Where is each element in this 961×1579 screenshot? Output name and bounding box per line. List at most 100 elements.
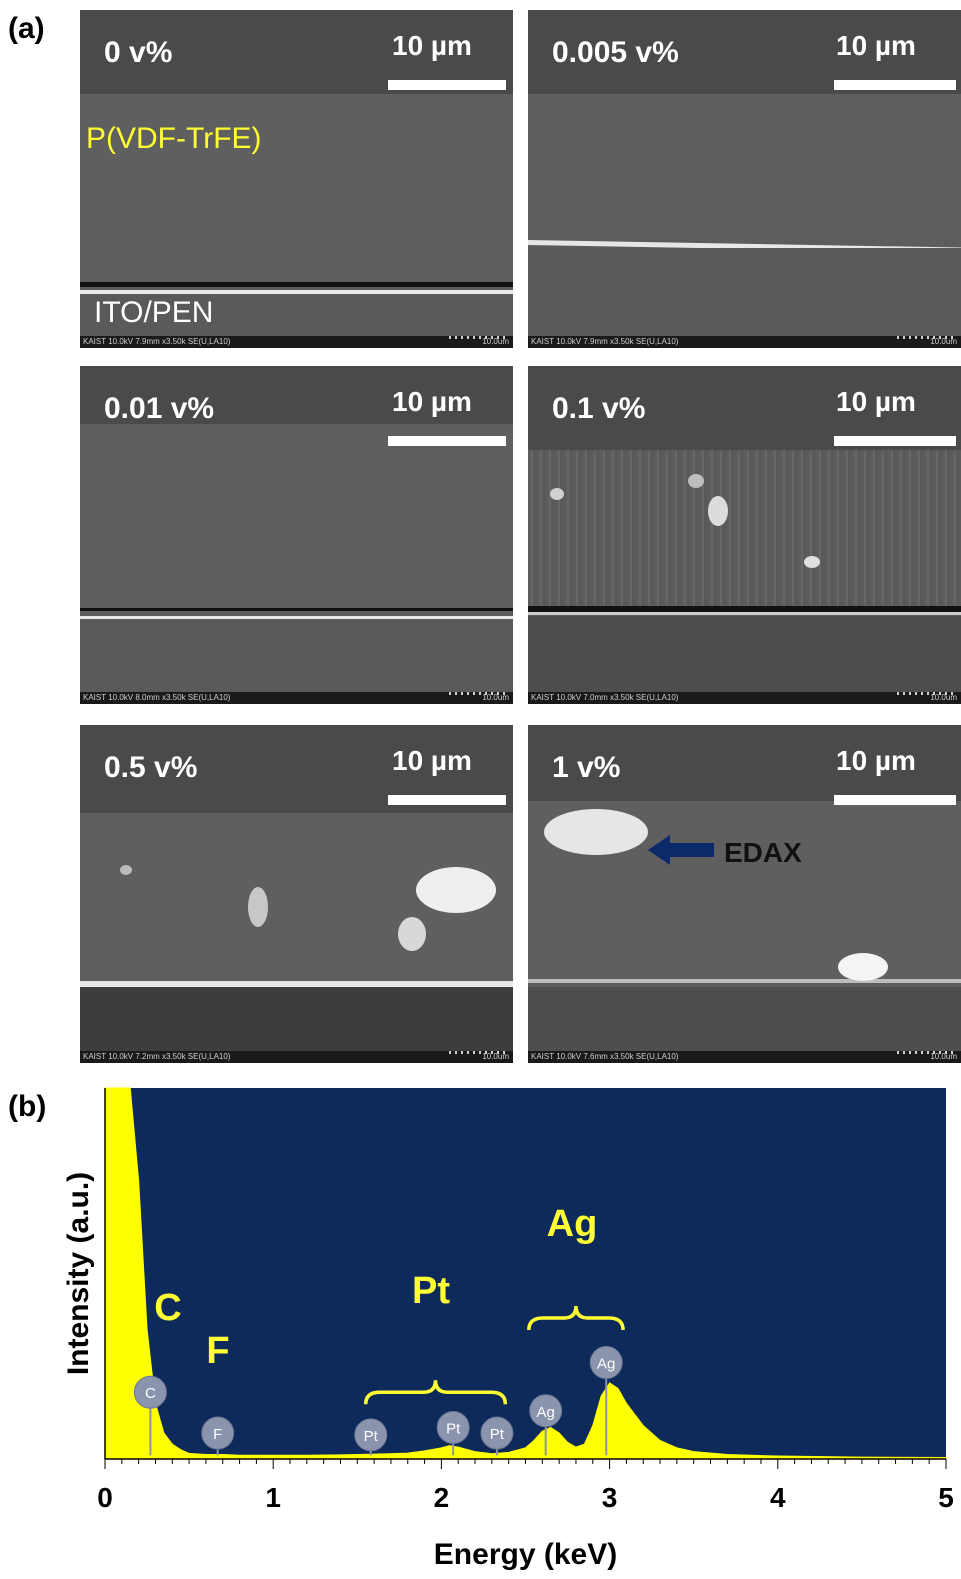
sem-image-01-vpercent: 0.1 v% 10 µm KAIST 10.0kV 7.0mm x3.50k S… xyxy=(528,366,961,704)
sem-footer-scale: 10.0um xyxy=(930,693,957,702)
scale-bar xyxy=(388,436,506,446)
x-tick-label: 4 xyxy=(770,1482,786,1513)
peak-marker xyxy=(436,1410,470,1444)
concentration-label: 0.005 v% xyxy=(552,36,679,69)
peak-marker xyxy=(480,1416,514,1450)
footer-scale-dots xyxy=(449,1051,509,1054)
y-axis-title: Intensity (a.u.) xyxy=(62,1172,95,1375)
scale-bar-label: 10 µm xyxy=(836,386,916,417)
particle xyxy=(688,474,704,488)
peak-marker xyxy=(589,1346,623,1380)
background-region xyxy=(528,725,961,801)
x-tick-label: 3 xyxy=(602,1482,618,1513)
sem-footer: KAIST 10.0kV 7.9mm x3.50k SE(U,LA10) 10.… xyxy=(528,336,961,348)
sem-image-0005-vpercent: 0.005 v% 10 µm KAIST 10.0kV 7.9mm x3.50k… xyxy=(528,10,961,348)
substrate-layer xyxy=(528,248,961,336)
peak-marker xyxy=(354,1418,388,1452)
concentration-label: 1 v% xyxy=(552,751,621,784)
particle xyxy=(550,488,564,500)
edax-label: EDAX xyxy=(724,837,802,868)
silver-aggregate xyxy=(838,953,888,981)
footer-scale-dots xyxy=(449,692,509,695)
panel-a-label: (a) xyxy=(8,12,45,45)
peak-marker xyxy=(201,1416,235,1450)
scale-bar xyxy=(834,436,956,446)
peak-marker xyxy=(529,1394,563,1428)
sem-footer: KAIST 10.0kV 7.0mm x3.50k SE(U,LA10) 10.… xyxy=(528,692,961,704)
substrate-layer xyxy=(80,295,513,336)
sem-footer-info: KAIST 10.0kV 7.6mm x3.50k SE(U,LA10) xyxy=(531,1052,679,1061)
electrode-interface xyxy=(80,616,513,619)
concentration-label: 0.5 v% xyxy=(104,751,198,784)
footer-scale-dots xyxy=(897,1051,957,1054)
particle xyxy=(708,496,728,526)
sem-image-1-vpercent: 1 v% 10 µm EDAX KAIST 10.0kV 7.6mm x3.50… xyxy=(528,725,961,1063)
x-tick-label: 1 xyxy=(265,1482,281,1513)
particle xyxy=(804,556,820,568)
scale-bar-label: 10 µm xyxy=(836,30,916,61)
delamination-crack xyxy=(528,606,961,612)
peak-group-label: Pt xyxy=(412,1270,450,1312)
electrode-interface xyxy=(528,612,961,615)
sem-footer-info: KAIST 10.0kV 7.9mm x3.50k SE(U,LA10) xyxy=(83,337,231,346)
delamination-crack xyxy=(80,608,513,611)
peak-marker xyxy=(133,1375,167,1409)
sem-footer-scale: 10.0um xyxy=(482,693,509,702)
sem-footer: KAIST 10.0kV 7.2mm x3.50k SE(U,LA10) 10.… xyxy=(80,1051,513,1063)
peak-group-label: F xyxy=(206,1330,229,1372)
plot-area xyxy=(105,1088,946,1459)
sem-footer-info: KAIST 10.0kV 7.9mm x3.50k SE(U,LA10) xyxy=(531,337,679,346)
footer-scale-dots xyxy=(449,336,509,339)
sem-footer: KAIST 10.0kV 8.0mm x3.50k SE(U,LA10) 10.… xyxy=(80,692,513,704)
sem-footer-scale: 10.0um xyxy=(482,337,509,346)
concentration-label: 0.1 v% xyxy=(552,392,646,425)
scale-bar-label: 10 µm xyxy=(392,745,472,776)
electrode-interface xyxy=(528,979,961,983)
sem-image-05-vpercent: 0.5 v% 10 µm KAIST 10.0kV 7.2mm x3.50k S… xyxy=(80,725,513,1063)
sem-image-001-vpercent: 0.01 v% 10 µm KAIST 10.0kV 8.0mm x3.50k … xyxy=(80,366,513,704)
peak-marker-label: F xyxy=(213,1426,222,1443)
silver-aggregate xyxy=(416,867,496,913)
background-region xyxy=(80,366,513,424)
substrate-layer xyxy=(80,619,513,692)
x-tick-label: 0 xyxy=(97,1482,113,1513)
electrode-interface xyxy=(80,981,513,987)
concentration-label: 0 v% xyxy=(104,36,173,69)
silver-aggregate xyxy=(248,887,268,927)
sem-footer-scale: 10.0um xyxy=(482,1052,509,1061)
footer-scale-dots xyxy=(897,336,957,339)
polymer-film xyxy=(80,424,513,608)
peak-marker-label: Pt xyxy=(446,1420,461,1437)
peak-marker-label: C xyxy=(145,1385,156,1402)
peak-marker-label: Pt xyxy=(364,1428,379,1445)
sem-footer-scale: 10.0um xyxy=(930,1052,957,1061)
x-axis-title: Energy (keV) xyxy=(434,1538,617,1571)
spectrum-series xyxy=(104,1087,947,1460)
film-layer-label: P(VDF-TrFE) xyxy=(86,122,262,155)
footer-scale-dots xyxy=(897,692,957,695)
substrate-layer xyxy=(528,987,961,1051)
scale-bar xyxy=(388,80,506,90)
polymer-film xyxy=(80,94,513,284)
x-tick-label: 2 xyxy=(434,1482,450,1513)
sem-footer: KAIST 10.0kV 7.6mm x3.50k SE(U,LA10) 10.… xyxy=(528,1051,961,1063)
concentration-label: 0.01 v% xyxy=(104,392,215,425)
peak-group-label: C xyxy=(154,1287,181,1329)
edax-arrow-icon xyxy=(648,835,714,865)
substrate-layer-label: ITO/PEN xyxy=(94,296,214,329)
sem-footer-info: KAIST 10.0kV 7.0mm x3.50k SE(U,LA10) xyxy=(531,693,679,702)
polymer-film xyxy=(528,94,961,240)
scale-bar-label: 10 µm xyxy=(392,30,472,61)
sem-footer-scale: 10.0um xyxy=(930,337,957,346)
scale-bar-label: 10 µm xyxy=(392,386,472,417)
sem-footer-info: KAIST 10.0kV 8.0mm x3.50k SE(U,LA10) xyxy=(83,693,231,702)
peak-marker-label: Pt xyxy=(490,1426,505,1443)
scale-bar-label: 10 µm xyxy=(836,745,916,776)
particle xyxy=(398,917,426,951)
peak-group-label: Ag xyxy=(547,1203,598,1245)
ag-group-brace xyxy=(527,1305,625,1331)
substrate-layer xyxy=(528,616,961,692)
peak-marker-label: Ag xyxy=(597,1356,615,1373)
panel-b-label: (b) xyxy=(8,1090,47,1123)
